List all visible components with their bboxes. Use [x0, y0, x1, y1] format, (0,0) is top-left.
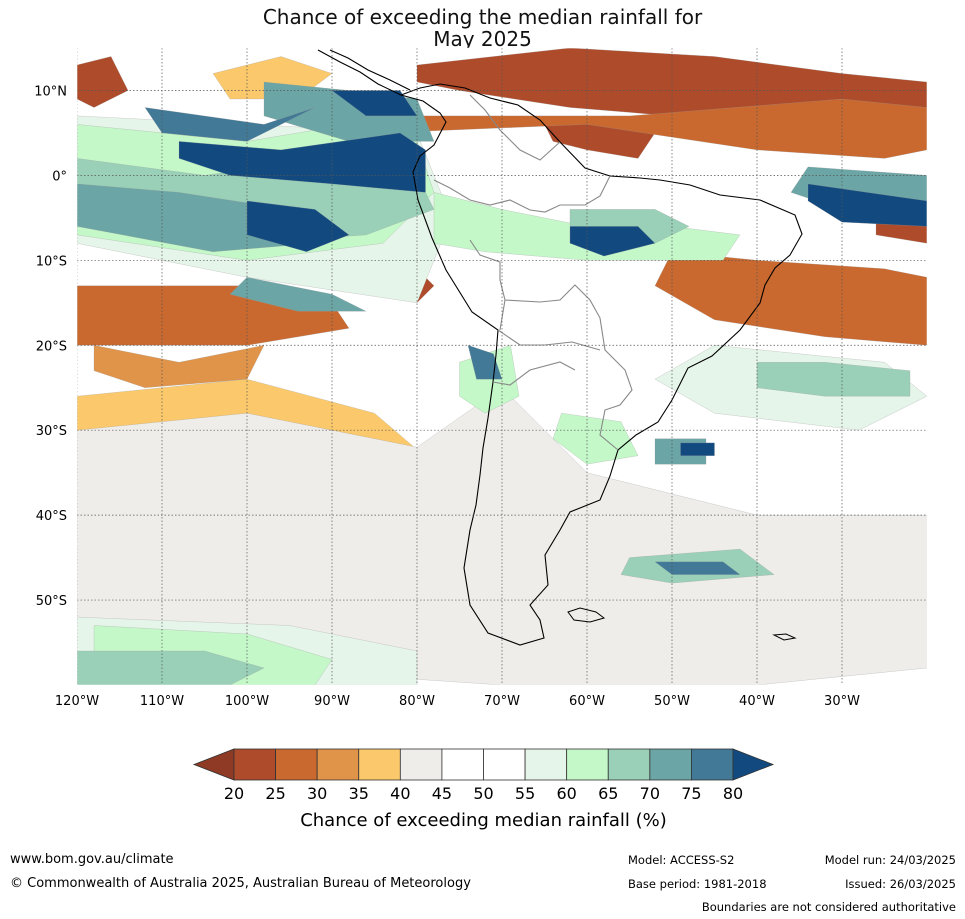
map-title-line-1: Chance of exceeding the median rainfall … [262, 5, 703, 29]
colorbar-tick-label: 80 [723, 784, 743, 803]
rainfall-region-65-70-30 [77, 650, 265, 685]
colorbar-swatch-35-40 [358, 748, 401, 781]
lon-tick-label: 60°W [569, 694, 605, 709]
colorbar-swatch-45-50 [441, 748, 484, 781]
colorbar-tick-label: 35 [349, 784, 369, 803]
central-america-coastline [317, 49, 411, 96]
colorbar-swatch-70-75 [649, 748, 692, 781]
issued-date: Issued: 26/03/2025 [845, 877, 956, 891]
south-america-coastline [399, 83, 803, 646]
south-georgia [772, 633, 797, 641]
lon-tick-label: 100°W [225, 694, 269, 709]
colorbar-tick-label: 75 [681, 784, 701, 803]
rainfall-region-80+-42 [569, 226, 656, 257]
map-gridlines [77, 48, 927, 685]
lat-tick-label: 40°S [36, 509, 67, 524]
lat-tick-label: 50°S [36, 594, 67, 609]
rainfall-region-80+-45 [680, 442, 715, 456]
model-run-date: Model run: 24/03/2025 [824, 853, 956, 867]
rainfall-region-20-25-6 [77, 56, 129, 108]
model-name: Model: ACCESS-S2 [628, 853, 735, 867]
map-frame [76, 47, 928, 686]
bom-climate-link[interactable]: www.bom.gov.au/climate [10, 852, 174, 867]
colorbar-tick-label: 60 [556, 784, 576, 803]
colorbar-swatch-65-70 [607, 748, 651, 781]
colorbar-tick-label: 45 [432, 784, 452, 803]
lon-tick-label: 40°W [739, 694, 775, 709]
colorbar-tick-label: 50 [473, 784, 493, 803]
base-period: Base period: 1981-2018 [628, 877, 767, 891]
colorbar-extension-low [192, 748, 235, 781]
colorbar: 20 25 30 35 40 45 50 55 60 65 70 75 80 Chance of exce… [192, 748, 775, 831]
colorbar-tick-label: 20 [224, 784, 244, 803]
colorbar-swatch-50-55 [483, 748, 526, 781]
colorbar-tick-label: 70 [640, 784, 660, 803]
rainfall-region-80+-41 [246, 200, 350, 253]
rainfall-region-75-80-38 [467, 344, 503, 380]
rainfall-region-75-80-39 [654, 561, 741, 575]
lat-tick-label: 20°S [36, 339, 67, 354]
lon-tick-label: 70°W [484, 694, 520, 709]
colorbar-swatch-30-35 [316, 748, 360, 781]
colorbar-extension-high [732, 748, 775, 781]
latitude-tick-labels: 10°N 0° 10°S 20°S 30°S 40°S 50°S [34, 84, 67, 609]
colorbar-swatch-55-60 [524, 748, 568, 781]
colorbar-swatch-20-25 [233, 748, 276, 781]
lon-tick-label: 30°W [824, 694, 860, 709]
colorbar-tick-label: 30 [307, 784, 327, 803]
lon-tick-label: 120°W [55, 694, 99, 709]
colorbar-swatch-75-80 [691, 748, 734, 781]
map-title-line-2: May 2025 [433, 27, 532, 51]
boundaries-disclaimer: Boundaries are not considered authoritat… [701, 900, 956, 914]
coastline-and-borders [317, 49, 803, 646]
rainfall-region-75-80-37 [144, 107, 316, 142]
lat-tick-label: 10°S [36, 254, 67, 269]
rainfall-region-60-65-23 [433, 192, 741, 261]
colorbar-title: Chance of exceeding median rainfall (%) [300, 810, 667, 831]
longitude-tick-labels: 120°W 110°W 100°W 90°W 80°W 70°W 60°W 50°W 40°W 3… [55, 694, 860, 709]
rainfall-region-80+-40 [178, 132, 426, 193]
country-borders [433, 94, 633, 451]
colorbar-tick-label: 40 [390, 784, 410, 803]
lon-tick-label: 50°W [654, 694, 690, 709]
rainfall-region-60-65-24 [552, 412, 639, 465]
rainfall-region-80+-43 [807, 183, 927, 227]
lon-tick-label: 80°W [399, 694, 435, 709]
rainfall-region-25-30-9 [654, 251, 927, 346]
lon-tick-label: 110°W [140, 694, 184, 709]
falkland-islands [567, 607, 606, 623]
rainfall-region-25-30-7 [382, 98, 927, 159]
rainfall-probability-regions [77, 48, 927, 685]
colorbar-tick-label: 55 [515, 784, 535, 803]
copyright-notice: © Commonwealth of Australia 2025, Austra… [10, 876, 471, 891]
lat-tick-label: 0° [52, 169, 67, 184]
lon-tick-label: 90°W [314, 694, 350, 709]
colorbar-swatch-25-30 [275, 748, 318, 781]
colorbar-swatch-40-45 [399, 748, 443, 781]
colorbar-tick-label: 65 [598, 784, 618, 803]
colorbar-tick-label: 25 [265, 784, 285, 803]
lat-tick-label: 10°N [34, 84, 67, 99]
colorbar-swatch-60-65 [566, 748, 609, 781]
lat-tick-label: 30°S [36, 424, 67, 439]
